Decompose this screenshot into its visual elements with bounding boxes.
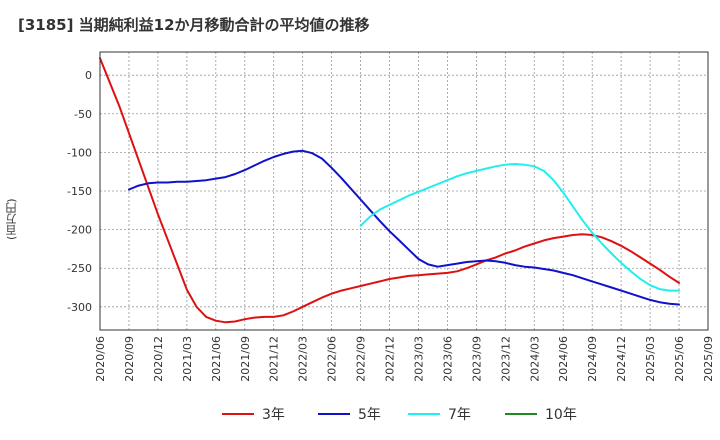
x-tick-label: 2024/03 bbox=[528, 336, 541, 382]
legend-label: 5年 bbox=[358, 407, 381, 423]
series-line-7年 bbox=[359, 163, 680, 292]
x-tick-label: 2023/12 bbox=[499, 336, 512, 382]
y-tick-label: -100 bbox=[67, 146, 92, 159]
x-tick-label: 2023/09 bbox=[470, 336, 483, 382]
y-tick-label: -300 bbox=[67, 301, 92, 314]
series-lines bbox=[99, 57, 680, 324]
series-line-5年 bbox=[128, 149, 680, 306]
x-tick-label: 2025/09 bbox=[702, 336, 715, 382]
x-tick-label: 2021/06 bbox=[210, 336, 223, 382]
y-tick-labels: 0 -50 -100 -150 -200 -250 -300 bbox=[67, 69, 92, 314]
series-line-3年 bbox=[99, 57, 680, 324]
y-tick-label: -50 bbox=[74, 108, 92, 121]
x-tick-label: 2022/12 bbox=[384, 336, 397, 382]
legend-label: 7年 bbox=[448, 407, 471, 423]
y-tick-label: -250 bbox=[67, 262, 92, 275]
x-tick-label: 2020/06 bbox=[94, 336, 107, 382]
legend-label: 3年 bbox=[262, 407, 285, 423]
x-tick-label: 2021/03 bbox=[181, 336, 194, 382]
x-tick-label: 2022/06 bbox=[326, 336, 339, 382]
x-tick-labels: 2020/06 2020/09 2020/12 2021/03 2021/06 2021/… bbox=[94, 336, 715, 382]
legend: 3年 5年 7年 10年 bbox=[222, 407, 577, 423]
x-tick-label: 2023/03 bbox=[412, 336, 425, 382]
x-tick-label: 2024/06 bbox=[557, 336, 570, 382]
plot-frame bbox=[99, 51, 709, 331]
legend-label: 10年 bbox=[545, 407, 577, 423]
chart-title: [3185] 当期純利益12か月移動合計の平均値の推移 bbox=[18, 16, 370, 34]
x-tick-label: 2022/03 bbox=[297, 336, 310, 382]
x-tick-label: 2025/03 bbox=[644, 336, 657, 382]
x-tick-label: 2022/09 bbox=[355, 336, 368, 382]
x-tick-label: 2024/12 bbox=[615, 336, 628, 382]
x-tick-label: 2020/09 bbox=[123, 336, 136, 382]
x-tick-label: 2021/12 bbox=[268, 336, 281, 382]
x-tick-label: 2023/06 bbox=[441, 336, 454, 382]
x-tick-label: 2024/09 bbox=[586, 336, 599, 382]
y-tick-label: -150 bbox=[67, 185, 92, 198]
y-tick-label: -200 bbox=[67, 224, 92, 237]
y-tick-label: 0 bbox=[85, 69, 92, 82]
grid-lines bbox=[99, 52, 709, 330]
x-tick-label: 2025/06 bbox=[673, 336, 686, 382]
x-tick-label: 2020/12 bbox=[152, 336, 165, 382]
x-tick-label: 2021/09 bbox=[239, 336, 252, 382]
